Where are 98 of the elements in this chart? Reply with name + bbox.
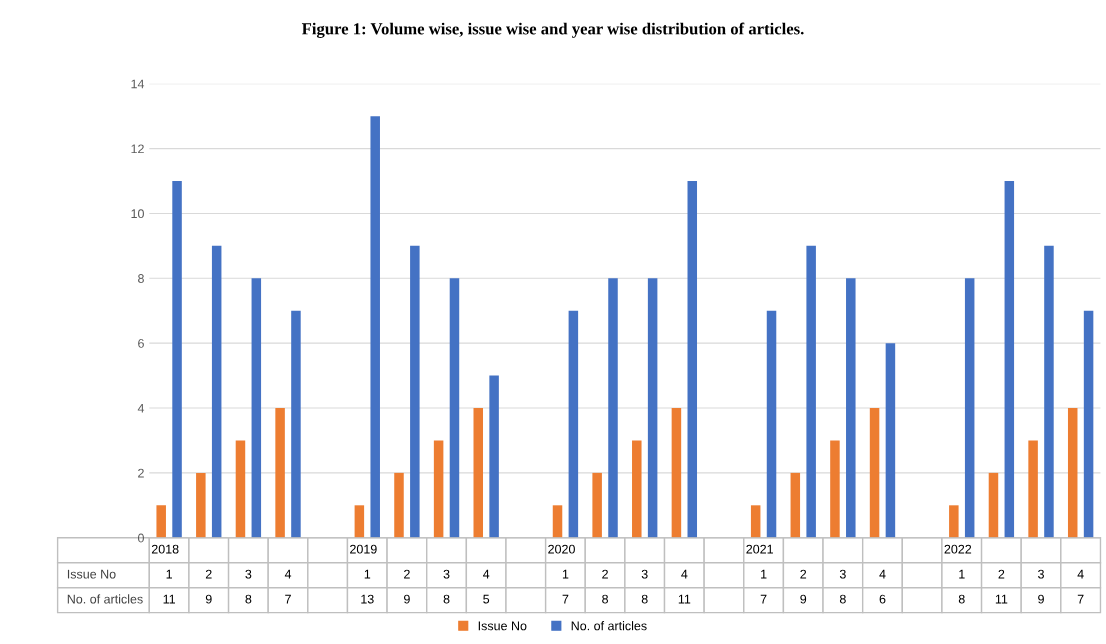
bar	[1004, 181, 1015, 538]
bar	[172, 181, 182, 538]
data-label: 9	[205, 594, 212, 604]
data-label: 13	[361, 594, 374, 604]
data-label: 7	[1077, 594, 1084, 604]
bar	[885, 343, 896, 538]
data-label: 11	[995, 594, 1008, 604]
x-tick-label: 2018	[151, 544, 179, 554]
data-label: 4	[284, 569, 292, 579]
x-tick-label: 2020	[548, 544, 575, 554]
data-label: 7	[285, 594, 291, 604]
bar	[433, 440, 444, 538]
legend-label: Issue No	[478, 621, 527, 631]
bar	[988, 472, 999, 538]
bar	[1083, 310, 1094, 538]
legend-label: No. of articles	[571, 621, 647, 631]
y-tick-label: 14	[131, 79, 145, 89]
data-label: 11	[678, 594, 691, 604]
bar	[196, 472, 206, 538]
bar	[750, 505, 761, 538]
data-label: 7	[760, 594, 767, 604]
data-label: 4	[1077, 569, 1084, 579]
text: Issue No	[67, 569, 116, 579]
y-tick-label: 2	[138, 468, 144, 478]
data-label: 6	[879, 594, 886, 604]
data-label: 3	[1038, 569, 1044, 579]
bar	[632, 440, 642, 538]
data-label: 8	[602, 594, 609, 604]
bar	[410, 245, 420, 538]
data-label: 8	[641, 594, 648, 604]
data-label: 3	[443, 569, 450, 579]
data-label: 2	[602, 569, 608, 579]
bar	[275, 408, 285, 538]
x-tick-label: 2021	[746, 544, 773, 554]
bar	[251, 278, 262, 538]
bar	[830, 440, 840, 538]
chart-title: Figure 1: Volume wise, issue wise and year wise distribution of articles.	[301, 22, 804, 38]
bar	[1067, 408, 1078, 538]
data-label: 5	[483, 594, 490, 604]
bar	[687, 181, 698, 538]
y-tick-label: 12	[131, 144, 144, 154]
bar	[608, 278, 618, 538]
bar	[592, 472, 602, 538]
data-label: 1	[562, 569, 569, 579]
bar	[211, 245, 222, 538]
y-tick-label: 0	[137, 533, 144, 543]
bar	[235, 440, 246, 538]
bar	[869, 408, 880, 538]
bar	[568, 310, 579, 538]
y-tick-label: 8	[138, 274, 144, 283]
data-label: 8	[839, 594, 846, 604]
data-label: 2	[800, 569, 807, 579]
bar	[489, 375, 499, 538]
data-label: 4	[879, 569, 886, 579]
data-label: 1	[761, 569, 767, 579]
data-label: 9	[404, 594, 410, 604]
bar	[806, 245, 816, 538]
bar	[552, 505, 563, 538]
bar	[449, 278, 460, 538]
data-label: 2	[404, 569, 410, 579]
data-label: 9	[1038, 594, 1044, 604]
bar	[473, 408, 484, 538]
y-tick-label: 10	[131, 209, 144, 219]
bar	[949, 505, 959, 538]
data-label: 11	[163, 594, 176, 604]
data-label: 9	[800, 594, 807, 604]
bar	[354, 505, 365, 538]
data-label: 8	[245, 594, 252, 604]
y-tick-label: 4	[137, 403, 145, 413]
data-label: 3	[641, 569, 648, 579]
bar	[846, 278, 856, 538]
data-label: 4	[681, 569, 688, 579]
bar	[964, 278, 975, 538]
data-label: 1	[364, 569, 371, 579]
bar	[1044, 245, 1054, 538]
bar	[671, 408, 682, 538]
data-label: 1	[959, 569, 965, 579]
bar	[370, 116, 380, 538]
data-label: 2	[998, 569, 1005, 579]
x-tick-label: 2022	[944, 544, 972, 554]
data-label: 2	[205, 569, 212, 579]
data-label: 3	[839, 569, 846, 579]
bar	[291, 310, 301, 538]
data-label: 7	[562, 594, 569, 604]
data-label: 8	[443, 594, 450, 604]
data-label: 1	[166, 569, 172, 579]
data-label: 8	[958, 594, 965, 604]
y-tick-label: 6	[138, 338, 144, 348]
x-tick-label: 2019	[350, 544, 377, 554]
data-label: 4	[482, 569, 490, 579]
bar	[790, 472, 801, 538]
text: No. of articles	[67, 594, 143, 604]
bar	[766, 310, 777, 538]
data-label: 3	[245, 569, 252, 579]
bar	[156, 505, 166, 538]
bar	[647, 278, 658, 538]
bar	[1028, 440, 1038, 538]
bar	[394, 472, 404, 538]
